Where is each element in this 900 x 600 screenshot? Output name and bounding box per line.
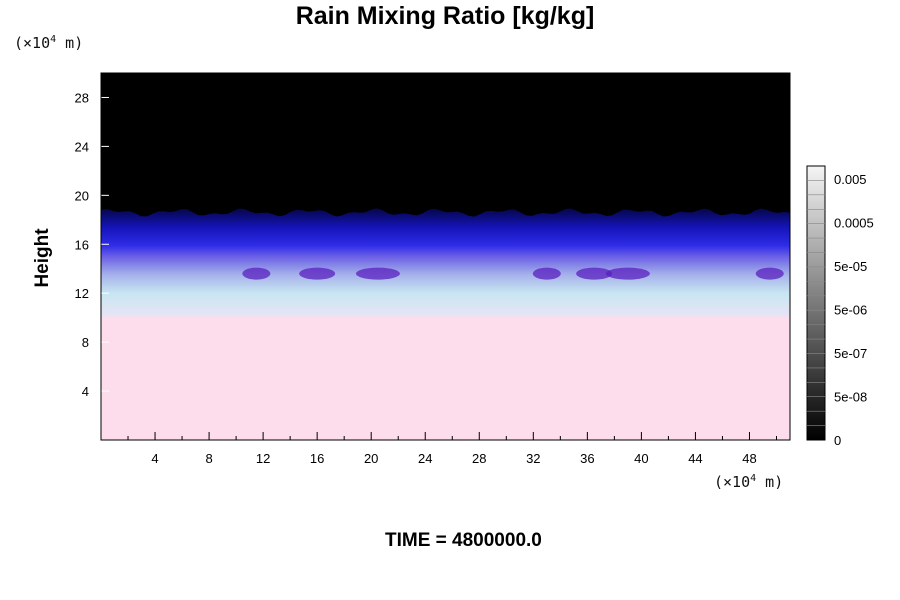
x-tick-label: 44 <box>688 451 702 466</box>
x-axis-unit: (×104 m) <box>714 473 783 491</box>
turbulent-patch <box>605 267 650 280</box>
turbulent-patch <box>355 267 400 280</box>
y-tick-label: 8 <box>82 335 89 350</box>
x-tick-label: 40 <box>634 451 648 466</box>
y-tick-label: 24 <box>75 139 89 154</box>
colorbar-label: 0.005 <box>834 172 867 187</box>
turbulent-patch <box>299 267 336 280</box>
x-tick-label: 36 <box>580 451 594 466</box>
colorbar-label: 5e-05 <box>834 259 867 274</box>
y-unit-exponent: 4 <box>50 34 57 45</box>
chart-title: Rain Mixing Ratio [kg/kg] <box>295 2 595 30</box>
colorbar-label: 5e-06 <box>834 303 867 318</box>
x-tick-label: 48 <box>742 451 756 466</box>
x-tick-label: 16 <box>310 451 324 466</box>
x-tick-label: 12 <box>256 451 270 466</box>
x-tick-label: 4 <box>151 451 158 466</box>
y-unit-tail: m) <box>56 34 84 52</box>
y-axis-unit: (×104 m) <box>14 34 83 52</box>
x-tick-label: 28 <box>472 451 486 466</box>
colorbar-label: 0.0005 <box>834 216 874 231</box>
x-tick-label: 20 <box>364 451 378 466</box>
upper-boundary <box>101 73 790 217</box>
y-unit-base: (×10 <box>14 34 51 52</box>
x-tick-label: 8 <box>205 451 212 466</box>
cloud-structures <box>101 73 790 280</box>
colorbar-label: 0 <box>834 433 841 448</box>
y-tick-label: 12 <box>75 286 89 301</box>
colorbar: 0.005 0.0005 5e-05 5e-06 5e-07 5e-08 0 <box>806 165 874 448</box>
y-axis-label: Height <box>32 228 53 288</box>
y-tick-label: 16 <box>75 237 89 252</box>
turbulent-patch <box>755 267 784 280</box>
turbulent-patch <box>242 267 271 280</box>
y-tick-label: 4 <box>82 384 89 399</box>
turbulent-patch <box>576 267 613 280</box>
turbulent-patch <box>532 267 561 280</box>
y-tick-label: 20 <box>75 188 89 203</box>
colorbar-label: 5e-08 <box>834 390 867 405</box>
x-unit-tail: m) <box>756 473 784 491</box>
x-unit-base: (×10 <box>714 473 751 491</box>
x-tick-label: 32 <box>526 451 540 466</box>
colorbar-ramp <box>806 165 826 441</box>
time-label: TIME = 4800000.0 <box>385 530 542 551</box>
colorbar-label: 5e-07 <box>834 346 867 361</box>
x-unit-exponent: 4 <box>750 473 757 484</box>
plot-frame <box>100 72 791 441</box>
y-tick-label: 28 <box>75 90 89 105</box>
x-tick-label: 24 <box>418 451 432 466</box>
